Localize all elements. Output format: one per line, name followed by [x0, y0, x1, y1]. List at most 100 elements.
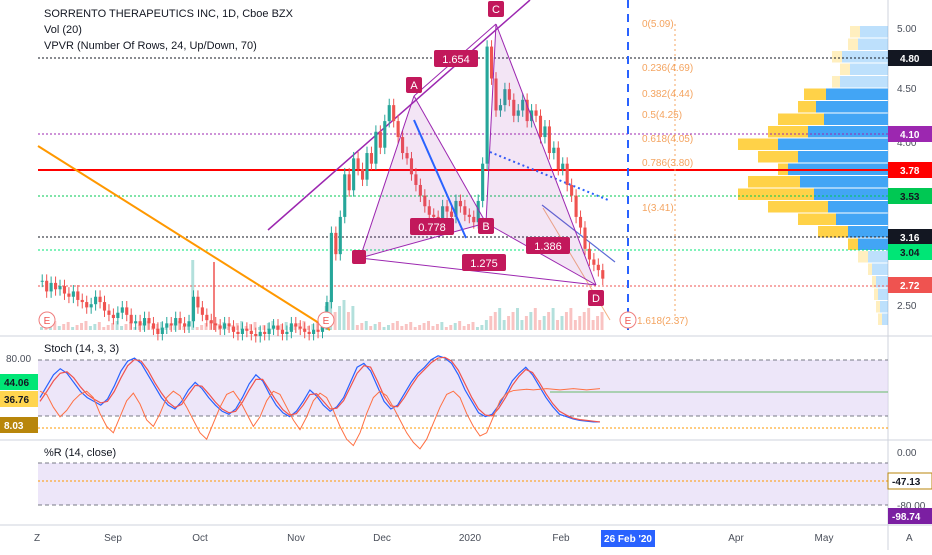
candle-body: [405, 153, 409, 159]
candle-body: [454, 200, 458, 217]
harmonic-leg: [413, 95, 487, 224]
fib-level-label: 0.236(4.69): [642, 63, 693, 74]
earnings-marker: [619, 311, 637, 329]
wr-tag-label: -98.74: [892, 512, 921, 523]
volume-bar: [71, 327, 75, 330]
wr-label: %R (14, close): [44, 447, 117, 459]
time-axis-tick: May: [815, 533, 834, 544]
candle-body: [218, 325, 222, 329]
volume-bar: [529, 312, 533, 330]
price-level-tag-label: 3.04: [900, 248, 920, 259]
harmonic-leg: [495, 23, 597, 286]
candle-body: [547, 126, 551, 154]
candle-body: [147, 318, 151, 324]
time-axis-tick: Dec: [373, 533, 391, 544]
volume-bar: [462, 326, 466, 330]
volume-bar: [226, 327, 230, 330]
vpvr-down-bar: [848, 38, 858, 50]
candle-body: [601, 270, 605, 279]
vpvr-up-bar: [868, 251, 888, 263]
candle-body: [441, 206, 445, 223]
volume-bar: [516, 308, 519, 330]
vpvr-down-bar: [878, 313, 882, 325]
volume-bar: [257, 327, 261, 330]
vpvr-down-bar: [832, 76, 840, 88]
volume-bar: [511, 312, 515, 330]
harmonic-pattern: A B C D 1.654 0.778 1.386 1.275 E E E: [38, 1, 637, 329]
candle-body: [512, 99, 516, 116]
pattern-point-box: [588, 290, 604, 306]
candle-body: [76, 291, 80, 300]
candle-body: [534, 110, 538, 116]
volume-bar: [80, 323, 83, 330]
candle-body: [85, 302, 89, 308]
volume-bar: [471, 322, 475, 330]
earnings-marker: [317, 311, 335, 329]
volume-bar: [249, 324, 253, 330]
candle-body: [89, 304, 93, 308]
price-tags: 4.80 4.10 3.78 3.53 3.16 3.04 2.72 80.00 44.06 36…: [0, 50, 932, 524]
candle-body: [543, 126, 547, 138]
price-level-tag: [888, 126, 932, 142]
candle-body: [485, 46, 489, 164]
volume-bar: [431, 326, 435, 330]
ratio-box: [410, 218, 454, 235]
vpvr-down-bar: [804, 88, 826, 100]
candle-body: [178, 318, 182, 324]
auto-scale-icon: A: [906, 533, 913, 544]
vpvr-up-bar: [798, 151, 888, 163]
candle-body: [263, 331, 267, 334]
volume-bar: [115, 321, 119, 330]
candle-body: [227, 323, 231, 327]
candle-body: [396, 121, 400, 138]
candle-body: [54, 282, 58, 290]
vpvr-up-bar: [848, 226, 888, 238]
pattern-point-label: D: [592, 293, 600, 305]
price-level-tag: [888, 188, 932, 204]
earnings-marker-label: E: [323, 316, 330, 327]
stoch-tag: [0, 374, 38, 390]
candle-body: [316, 329, 320, 332]
wr-tag: [888, 508, 932, 524]
volume-bar: [400, 326, 404, 330]
volume-bar: [240, 321, 244, 330]
fib-level-label: 0.382(4.44): [642, 89, 693, 100]
candle-body: [62, 286, 67, 294]
volume-bar: [155, 324, 159, 330]
volume-bar: [342, 300, 346, 330]
time-axis-tick: Feb: [552, 533, 570, 544]
volume-bar: [120, 326, 124, 330]
candle-body: [200, 307, 204, 315]
vpvr-up-bar: [840, 76, 888, 88]
candle-body: [378, 131, 382, 148]
vpvr-up-bar: [842, 51, 888, 63]
candle-body: [476, 200, 480, 223]
price-axis-tick: 2.50: [897, 301, 917, 312]
candle-body: [120, 307, 124, 313]
candle-body: [561, 163, 565, 169]
harmonic-bcd-fill: [486, 24, 596, 285]
pattern-point-label: A: [410, 80, 418, 92]
volume-bar: [440, 322, 444, 330]
vpvr-down-bar: [840, 63, 850, 75]
fib-labels: 0(5.09) 0.236(4.69) 0.382(4.44) 0.5(4.25) 0.…: [637, 19, 693, 327]
volume-bar: [364, 321, 368, 330]
volume-bar: [182, 326, 186, 330]
volume-bar: [444, 327, 448, 330]
date-highlight-box: [601, 530, 655, 547]
candle-body: [125, 307, 129, 315]
volume-bar: [195, 327, 199, 330]
stoch-tag: [0, 417, 38, 433]
candle-body: [289, 323, 293, 332]
price-level-tag: [888, 277, 932, 293]
candle-body: [392, 105, 396, 122]
candle-body: [574, 195, 578, 217]
vpvr-down-bar: [874, 288, 878, 300]
date-highlight-label: 26 Feb '20: [604, 534, 652, 545]
volume-bar: [435, 324, 439, 330]
ratio-label: 1.654: [442, 54, 470, 66]
candle-body: [156, 328, 160, 334]
stoch-k-line: [39, 355, 600, 423]
